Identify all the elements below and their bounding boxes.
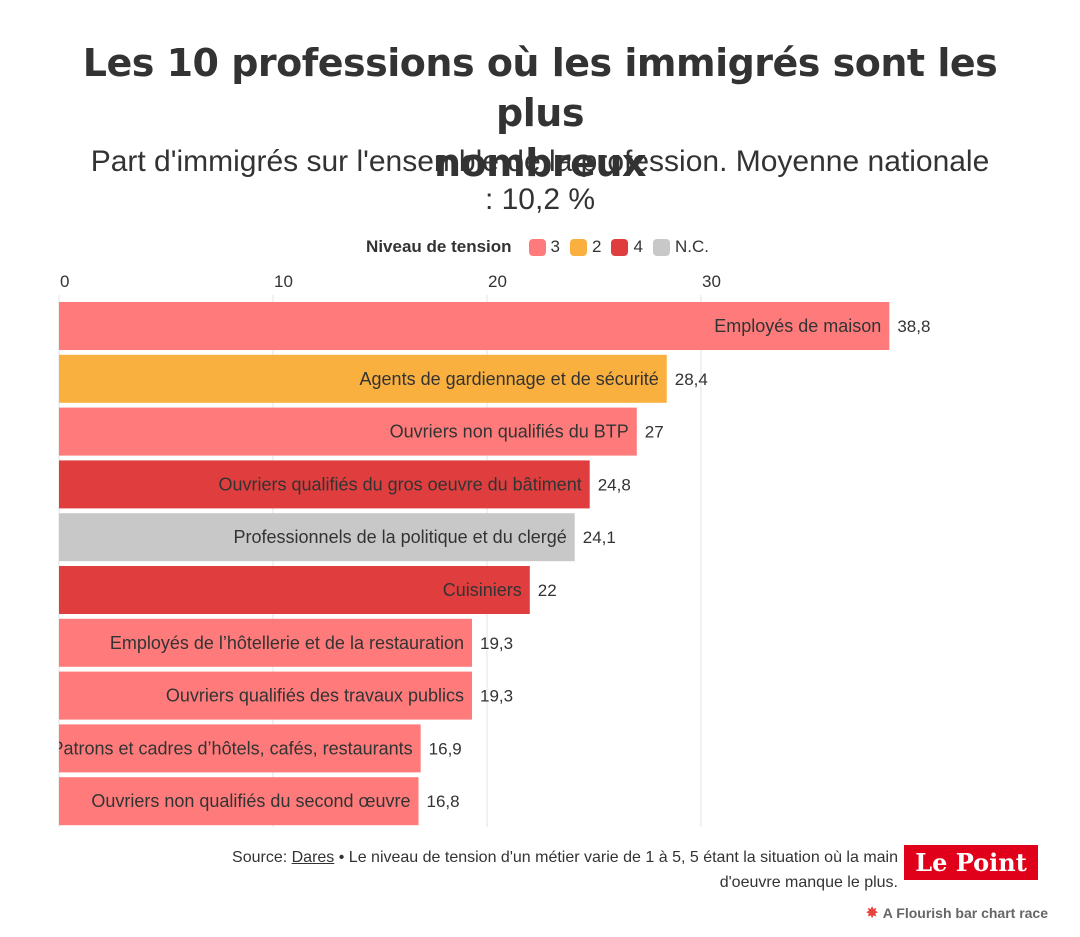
title-line-1: Les 10 professions où les immigrés sont … (82, 41, 998, 135)
legend-label-2: 2 (592, 237, 602, 256)
bar-label-6: Cuisiniers (443, 580, 522, 600)
footer-note: Source: Dares • Le niveau de tension d'u… (40, 845, 898, 895)
subtitle-line-2: : 10,2 % (484, 183, 596, 216)
bar-7 (59, 618, 473, 667)
legend-item-3[interactable]: 3 (528, 237, 560, 257)
bar-1 (59, 302, 890, 350)
legend-swatch-4 (611, 238, 629, 256)
legend-swatch-2 (570, 238, 587, 256)
bar-value-2: 28,4 (675, 370, 708, 389)
bar-value-7: 19,3 (480, 634, 513, 653)
legend-swatch-3 (528, 238, 546, 256)
bar-label-1: Employés de maison (714, 316, 881, 336)
legend-label-3: 3 (550, 237, 560, 256)
bar-value-3: 27 (645, 423, 664, 442)
bar-label-7: Employés de l’hôtellerie et de la restau… (110, 633, 464, 653)
title-line-2: nombreux (433, 141, 647, 185)
legend-swatch-nc (652, 238, 670, 256)
legend-label-4: 4 (633, 237, 643, 256)
legend-item-2[interactable]: 2 (570, 237, 601, 257)
bar-value-10: 16,8 (427, 792, 460, 811)
bar-label-2: Agents de gardiennage et de sécurité (360, 369, 659, 389)
footer-note-text: • Le niveau de tension d'un métier varie… (334, 849, 898, 866)
source-link[interactable]: Dares (291, 849, 335, 866)
x-tick-label-0: 0 (60, 272, 69, 291)
bar-value-8: 19,3 (480, 687, 513, 706)
bar-label-3: Ouvriers non qualifiés du BTP (390, 422, 629, 442)
bar-label-10: Ouvriers non qualifiés du second œuvre (91, 791, 410, 811)
bar-label-9: Patrons et cadres d’hôtels, cafés, resta… (51, 738, 412, 758)
bar-label-4: Ouvriers qualifiés du gros oeuvre du bât… (219, 474, 582, 494)
legend: Niveau de tension 3 2 4 N.C. (0, 235, 1080, 259)
legend-item-4[interactable]: 4 (611, 237, 643, 257)
bar-value-6: 22 (538, 581, 557, 600)
chart-subtitle: Part d'immigrés sur l'ensemble de la pro… (40, 143, 1040, 219)
source-prefix: Source: (232, 849, 292, 866)
bar-value-1: 38,8 (897, 317, 930, 336)
le-point-logo[interactable]: Le Point (904, 845, 1038, 880)
bar-3 (59, 407, 637, 456)
x-tick-label-10: 10 (274, 272, 293, 291)
bar-4 (59, 460, 590, 509)
flourish-icon: ✸ (865, 905, 879, 922)
bar-value-9: 16,9 (429, 739, 462, 758)
bar-value-4: 24,8 (598, 475, 631, 494)
bar-9 (59, 724, 421, 773)
bar-label-5: Professionnels de la politique et du cle… (234, 527, 567, 547)
legend-label-nc: N.C. (674, 237, 709, 256)
footer-note-line2: d'oeuvre manque le plus. (719, 874, 898, 891)
flourish-credit[interactable]: ✸ A Flourish bar chart race (865, 903, 1048, 923)
chart-title: Les 10 professions où les immigrés sont … (40, 38, 1040, 188)
legend-title: Niveau de tension (366, 237, 512, 256)
legend-item-nc[interactable]: N.C. (652, 237, 709, 257)
bar-5 (59, 513, 575, 562)
flourish-credit-text: A Flourish bar chart race (882, 905, 1048, 921)
bar-6 (59, 566, 530, 614)
subtitle-line-1: Part d'immigrés sur l'ensemble de la pro… (90, 145, 990, 178)
bar-8 (59, 671, 473, 720)
bar-label-8: Ouvriers qualifiés des travaux publics (166, 686, 464, 706)
x-tick-label-20: 20 (488, 272, 507, 291)
bar-value-5: 24,1 (583, 528, 616, 547)
bar-chart: 0 10 20 30 Employés de maison 38,8 Agents de g… (51, 272, 930, 827)
bar-2 (59, 354, 667, 403)
x-tick-label-30: 30 (702, 272, 721, 291)
bar-10 (59, 777, 419, 826)
